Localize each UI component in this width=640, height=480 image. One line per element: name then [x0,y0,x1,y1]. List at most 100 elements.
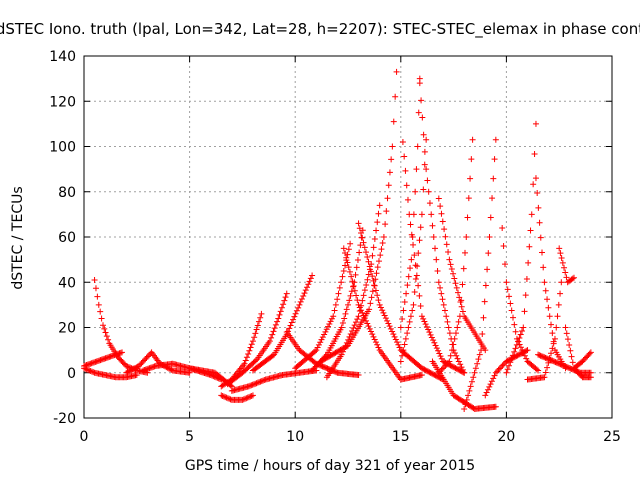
data-point [481,298,488,305]
data-point [455,318,462,325]
data-point [332,301,339,308]
data-point [406,318,413,325]
data-point [478,347,485,354]
data-point [421,161,428,168]
data-point [507,359,514,366]
data-point [355,220,362,227]
data-point [461,405,468,412]
data-point [404,330,411,337]
data-point [322,328,329,335]
series-16 [340,245,425,383]
data-point [312,348,319,355]
data-point [523,276,530,283]
data-point [403,182,410,189]
data-point [367,300,374,307]
data-point [224,395,231,402]
data-point [377,304,384,311]
data-point [323,326,330,333]
data-point [587,349,594,356]
data-point [83,366,90,373]
data-point [464,214,471,221]
data-point [87,368,94,375]
data-point [130,365,137,372]
data-point [305,281,312,288]
data-point [444,318,451,325]
data-point [519,347,526,354]
series-33 [535,351,594,376]
data-point [354,297,361,304]
data-point [532,120,539,127]
data-point [374,341,381,348]
data-point [516,334,523,341]
x-tick-label: 25 [603,429,621,445]
data-point [390,118,397,125]
data-point [451,349,458,356]
data-point [355,313,362,320]
data-point [439,365,446,372]
data-point [424,177,431,184]
data-point [513,341,520,348]
data-point [318,336,325,343]
data-point [440,301,447,308]
data-point [411,252,418,259]
data-point [492,403,499,410]
data-point [459,308,466,315]
data-point [95,301,102,308]
series-30 [524,279,565,383]
data-point [489,195,496,202]
series-14 [323,202,383,381]
data-point [371,235,378,242]
data-point [401,153,408,160]
data-point [448,266,455,273]
y-axis-label: dSTEC / TECUs [10,186,26,289]
data-point [483,389,490,396]
data-point [434,267,441,274]
data-point [257,378,264,385]
data-point [124,369,131,376]
x-tick-label: 15 [392,429,410,445]
data-point [358,230,365,237]
data-point [456,294,463,301]
data-point [378,246,385,253]
data-point [459,366,466,373]
data-point [245,351,252,358]
data-point [544,296,551,303]
data-point [376,202,383,209]
data-point [500,243,507,250]
data-point [249,338,256,345]
data-point [487,214,494,221]
data-point [495,366,502,373]
data-point [105,336,112,343]
data-point [371,336,378,343]
data-point [439,218,446,225]
data-point [355,301,362,308]
data-point [549,330,556,337]
data-point [561,264,568,271]
data-point [292,310,299,317]
data-point [422,321,429,328]
data-point [94,293,101,300]
data-point [91,276,98,283]
data-point [336,284,343,291]
data-point [373,227,380,234]
data-point [375,258,382,265]
data-point [350,325,357,332]
data-point [472,365,479,372]
data-point [533,366,540,373]
data-point [379,240,386,247]
data-point [413,272,420,279]
data-point [407,265,414,272]
series-10 [249,272,316,374]
data-point [482,392,489,399]
data-point [137,361,144,368]
data-point [532,175,539,182]
data-point [354,256,361,263]
data-point [363,249,370,256]
data-point [266,338,273,345]
data-point [423,323,430,330]
data-point [374,264,381,271]
data-point [518,327,525,334]
data-point [542,369,549,376]
data-point [384,317,391,324]
data-point [542,287,549,294]
